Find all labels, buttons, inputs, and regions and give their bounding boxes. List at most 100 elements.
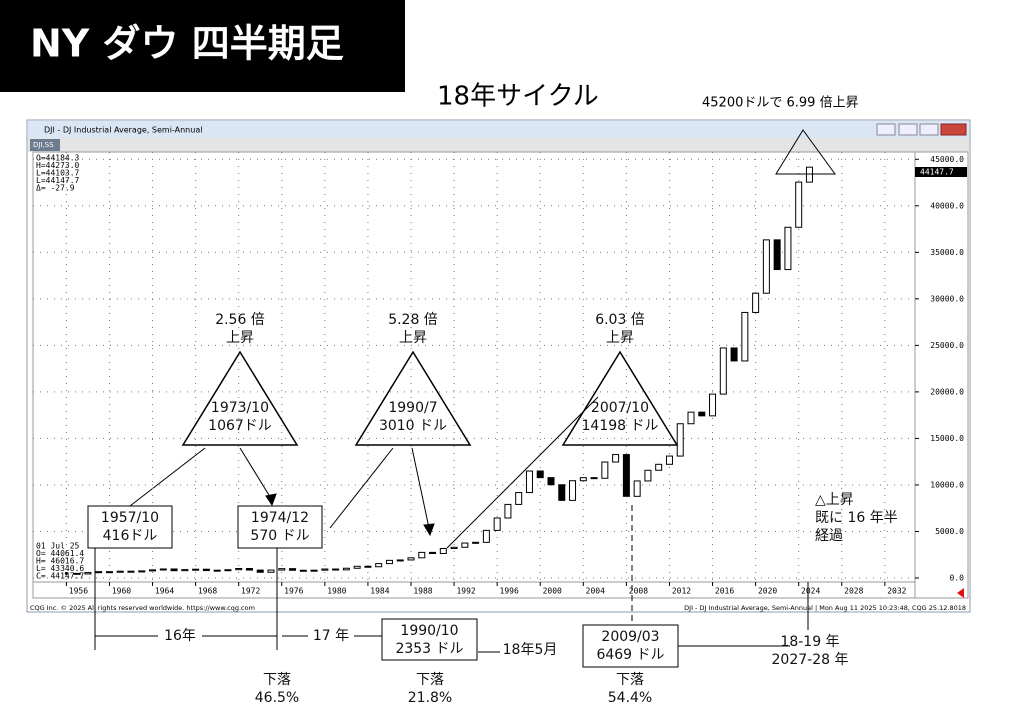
info-line: O= 44061.4 bbox=[36, 549, 84, 558]
candle bbox=[493, 517, 501, 531]
trough-box bbox=[381, 618, 478, 661]
close[interactable] bbox=[940, 123, 967, 136]
y-tick-label: 30000.0 bbox=[930, 294, 964, 303]
candle bbox=[515, 492, 523, 505]
minimize[interactable] bbox=[898, 123, 918, 136]
candle bbox=[385, 559, 393, 565]
window-title: DJI - DJ Industrial Average, Semi-Annual bbox=[44, 126, 202, 135]
connectors bbox=[90, 396, 809, 653]
info-line: H= 46016.7 bbox=[36, 557, 84, 566]
candle bbox=[235, 568, 243, 571]
y-axis-strip bbox=[914, 151, 969, 599]
candle bbox=[213, 569, 221, 572]
page-title: NY ダウ 四半期足 bbox=[30, 22, 344, 66]
span-label: 17 年 bbox=[313, 628, 349, 644]
trough-box bbox=[582, 624, 679, 668]
tab-row bbox=[28, 138, 969, 152]
maximize[interactable] bbox=[919, 123, 939, 136]
candle bbox=[396, 559, 404, 562]
drop-label: 下落 bbox=[616, 672, 644, 688]
candle bbox=[536, 470, 544, 479]
y-tick-label: 5000.0 bbox=[935, 527, 964, 536]
candle bbox=[342, 567, 350, 571]
candle bbox=[310, 569, 318, 572]
info-line: O=44184.3 bbox=[36, 154, 80, 163]
candle bbox=[245, 568, 253, 571]
candle bbox=[644, 469, 652, 482]
peak-triangle bbox=[775, 129, 836, 175]
x-tick-label: 1996 bbox=[500, 587, 519, 596]
candle bbox=[127, 570, 135, 573]
info-line: L=44103.7 bbox=[36, 169, 80, 178]
y-tick-label: 25000.0 bbox=[930, 341, 964, 350]
candle bbox=[278, 568, 286, 571]
y-tick-label: 10000.0 bbox=[930, 480, 964, 489]
candle bbox=[149, 569, 157, 572]
footer-right: DJI - DJ Industrial Average, Semi-Annual… bbox=[684, 604, 966, 612]
footer-left: CQG Inc. © 2025 All rights reserved worl… bbox=[30, 604, 255, 612]
candle bbox=[590, 477, 598, 480]
drop-label: 46.5% bbox=[255, 690, 299, 706]
candle bbox=[655, 463, 663, 471]
candle bbox=[558, 484, 566, 501]
candle bbox=[612, 454, 620, 463]
peak-gain: 6.03 倍 bbox=[595, 312, 645, 328]
scroll-arrow[interactable] bbox=[957, 588, 964, 598]
peak-gain: 上昇 bbox=[399, 330, 427, 346]
candle bbox=[730, 347, 738, 362]
x-tick-label: 1972 bbox=[241, 587, 260, 596]
drop-label: 21.8% bbox=[408, 690, 452, 706]
candle bbox=[525, 470, 533, 494]
arrow-head bbox=[423, 523, 435, 537]
tab[interactable] bbox=[30, 139, 60, 151]
candle bbox=[202, 568, 210, 572]
x-tick-label: 1960 bbox=[112, 587, 131, 596]
candle bbox=[579, 477, 587, 482]
candle bbox=[569, 480, 577, 501]
candle bbox=[407, 557, 415, 561]
plot-area bbox=[32, 151, 916, 583]
candle bbox=[676, 423, 684, 457]
x-tick-label: 2004 bbox=[586, 587, 605, 596]
note: 45200ドルで 6.99 倍上昇 bbox=[702, 96, 859, 111]
peak-gain: 上昇 bbox=[606, 330, 634, 346]
status-note: 経過 bbox=[815, 528, 843, 544]
candle bbox=[116, 570, 124, 573]
peak-triangle bbox=[181, 350, 299, 446]
peak-date: 1973/10 bbox=[211, 400, 269, 416]
drop-label: 下落 bbox=[263, 672, 291, 688]
trough-price: 2353 ドル bbox=[395, 641, 463, 657]
trough-box bbox=[237, 505, 323, 549]
info-line: Δ= -27.9 bbox=[36, 184, 75, 193]
x-tick-label: 2012 bbox=[672, 587, 691, 596]
connector bbox=[329, 447, 394, 529]
candle bbox=[762, 239, 770, 294]
candle bbox=[752, 292, 760, 313]
last-price-box bbox=[915, 167, 967, 177]
trough-date: 1974/12 bbox=[251, 510, 309, 526]
candle bbox=[95, 571, 103, 574]
info-line: C= 44147.7 bbox=[36, 572, 84, 581]
candle bbox=[289, 568, 297, 571]
button[interactable] bbox=[876, 123, 896, 136]
candle bbox=[84, 572, 92, 575]
candle bbox=[256, 569, 264, 573]
forecast: 18-19 年 bbox=[780, 634, 839, 650]
candle bbox=[795, 181, 803, 228]
candle bbox=[547, 477, 555, 486]
connector bbox=[129, 447, 206, 507]
x-tick-label: 2020 bbox=[758, 587, 777, 596]
x-tick-label: 1984 bbox=[370, 587, 389, 596]
forecast: 2027-28 年 bbox=[772, 652, 849, 668]
x-tick-label: 2008 bbox=[629, 587, 648, 596]
drop-label: 54.4% bbox=[608, 690, 652, 706]
x-tick-label: 2016 bbox=[715, 587, 734, 596]
candle bbox=[633, 480, 641, 497]
arrow bbox=[411, 447, 430, 529]
span-label: 18年5月 bbox=[503, 642, 558, 658]
drop-label: 下落 bbox=[416, 672, 444, 688]
candle bbox=[321, 568, 329, 571]
info-line: L=44147.7 bbox=[36, 176, 80, 185]
candle bbox=[709, 393, 717, 417]
